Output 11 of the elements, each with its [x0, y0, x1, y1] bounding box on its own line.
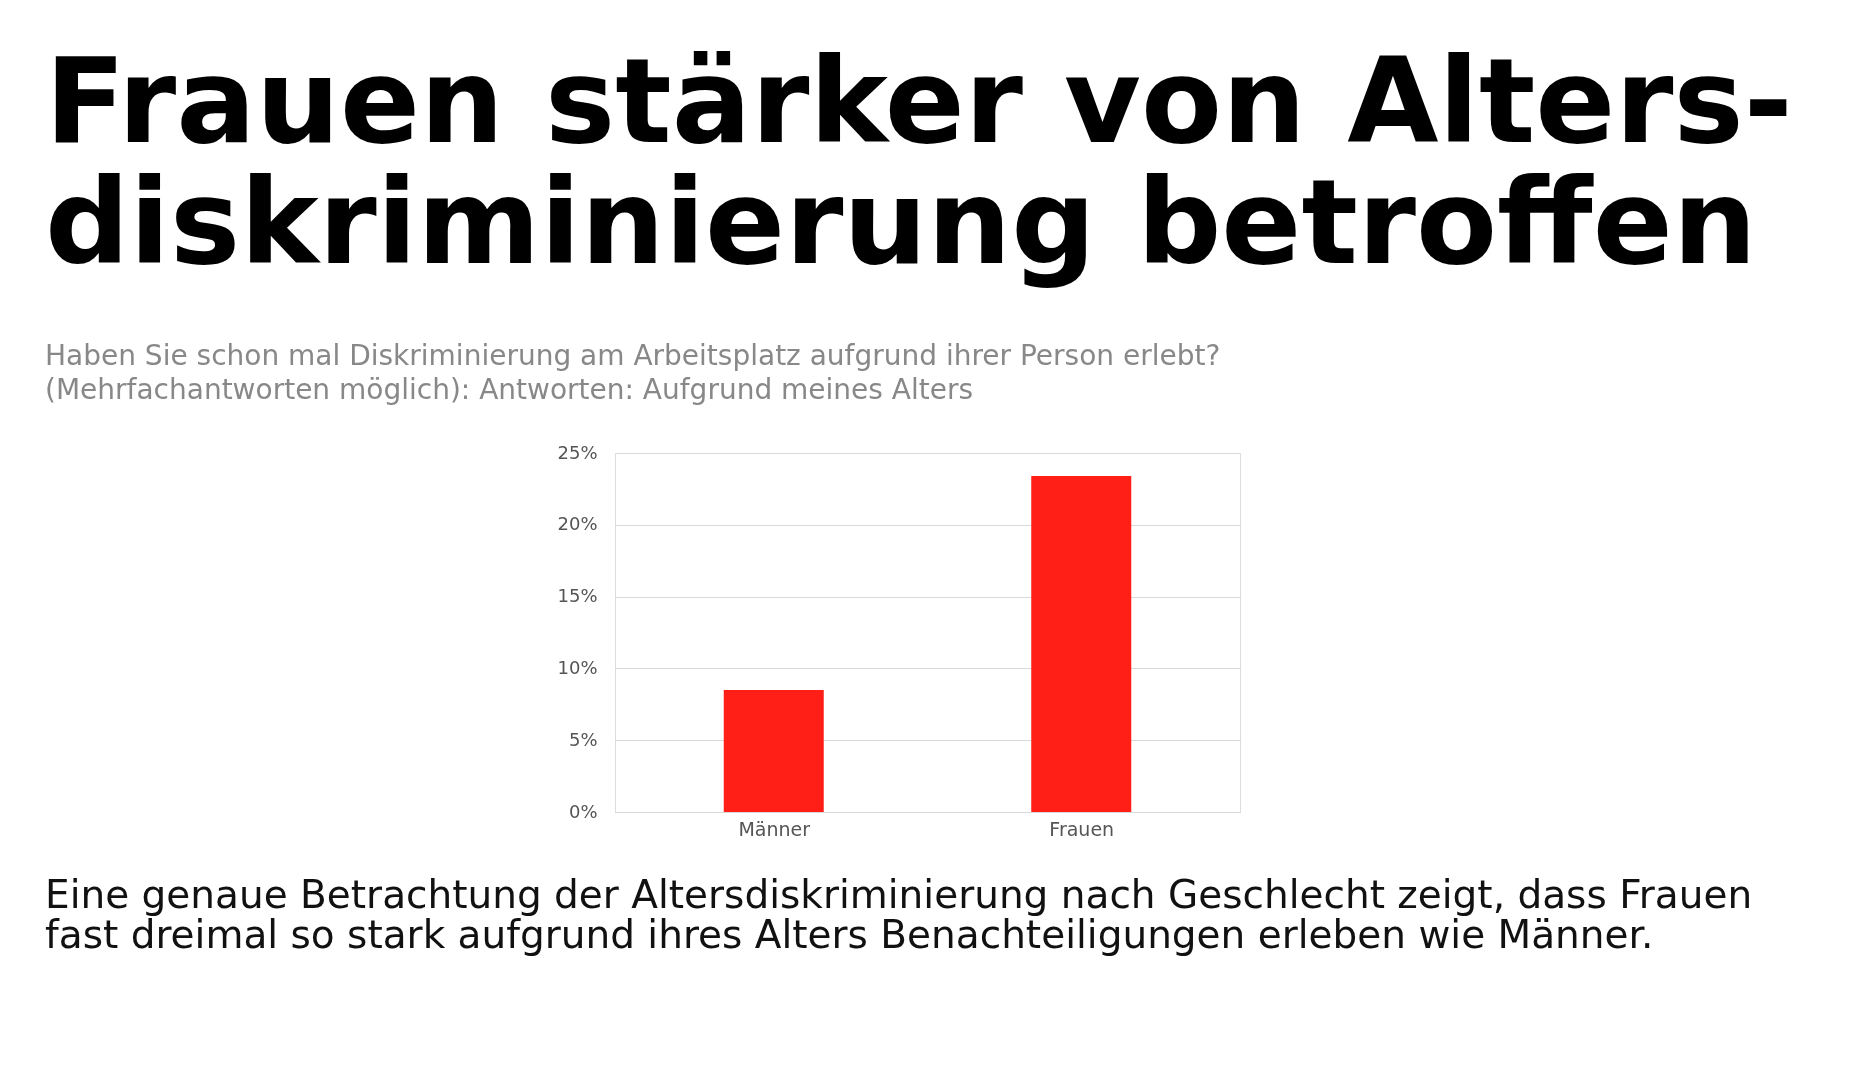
x-tick-label: Frauen	[1049, 817, 1115, 840]
x-tick-label: Männer	[738, 817, 811, 840]
chart-subtitle: Haben Sie schon mal Diskriminierung am Arbeitsplatz aufgrund ihrer Person erlebt? (Mehrfachantworten möglich): Antworten: Aufgrund meines Alters	[45, 339, 1221, 406]
y-tick-label: 0%	[568, 800, 598, 822]
text: Eine genaue Betrachtung der Altersdiskriminierung nach Geschlecht zeigt, dass Frauen fast dreimal so stark aufgrund ihres Alters Benachteiligungen erleben wie Männer.	[45, 872, 1753, 957]
y-tick-label: 15%	[557, 585, 598, 607]
y-tick-label: 20%	[557, 513, 598, 535]
chart-title: Frauen stärker von Alters- diskriminierung betroffen	[45, 32, 1793, 291]
y-tick-label: 25%	[557, 441, 598, 463]
y-tick-label: 10%	[557, 656, 598, 678]
y-tick-label: 5%	[568, 728, 598, 750]
